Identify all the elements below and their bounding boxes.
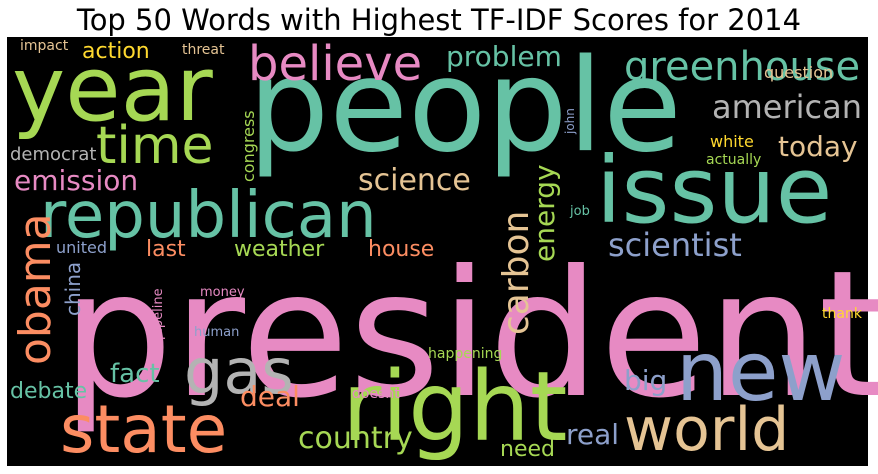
word-china: china (61, 262, 85, 316)
word-today: today (778, 130, 858, 163)
word-greenhouse: greenhouse (624, 44, 860, 90)
word-fact: fact (110, 359, 160, 389)
word-people: people (248, 32, 682, 181)
word-house: house (368, 237, 434, 262)
word-democrat: democrat (10, 144, 96, 165)
word-doesnt: doesnt (352, 386, 400, 402)
word-scientist: scientist (608, 226, 742, 264)
word-right: right (342, 351, 568, 463)
word-threat: threat (182, 42, 225, 58)
word-happening: happening (428, 346, 502, 362)
word-new: new (676, 325, 846, 420)
word-need: need (500, 437, 555, 462)
word-job: job (569, 204, 590, 219)
word-issue: issue (596, 137, 832, 244)
word-believe: believe (248, 36, 422, 92)
word-big: big (624, 364, 667, 397)
word-real: real (566, 418, 619, 451)
word-weather: weather (234, 237, 325, 262)
word-republican: republican (40, 179, 377, 253)
word-john: john (563, 108, 577, 135)
word-obama: obama (10, 213, 61, 365)
word-american: american (712, 88, 862, 126)
word-congress: congress (239, 110, 258, 182)
word-energy: energy (528, 164, 561, 262)
word-pipeline: pipeline (151, 288, 166, 340)
word-human: human (194, 325, 239, 340)
word-money: money (200, 285, 245, 300)
word-time: time (96, 116, 213, 176)
word-gas: gas (184, 335, 294, 408)
word-year: year (12, 37, 213, 142)
word-state: state (60, 391, 227, 468)
chart-title: Top 50 Words with Highest TF-IDF Scores … (76, 3, 802, 37)
word-country: country (298, 421, 413, 456)
word-world: world (624, 395, 789, 465)
word-united: united (56, 238, 107, 257)
word-question: question (764, 63, 833, 82)
word-president: president (62, 234, 878, 437)
cloud-background (7, 37, 868, 466)
word-problem: problem (446, 40, 562, 73)
word-emission: emission (14, 164, 138, 197)
word-debate: debate (10, 379, 87, 404)
word-thank: thank (822, 306, 863, 322)
word-carbon: carbon (496, 211, 537, 335)
words-layer: president people year issue right new republic… (10, 32, 878, 468)
word-impact: impact (20, 38, 69, 54)
word-deal: deal (240, 380, 300, 413)
word-last: last (146, 237, 186, 262)
word-action: action (82, 39, 150, 64)
word-white: white (710, 132, 754, 151)
word-science: science (358, 163, 471, 198)
word-actually: actually (706, 152, 761, 168)
